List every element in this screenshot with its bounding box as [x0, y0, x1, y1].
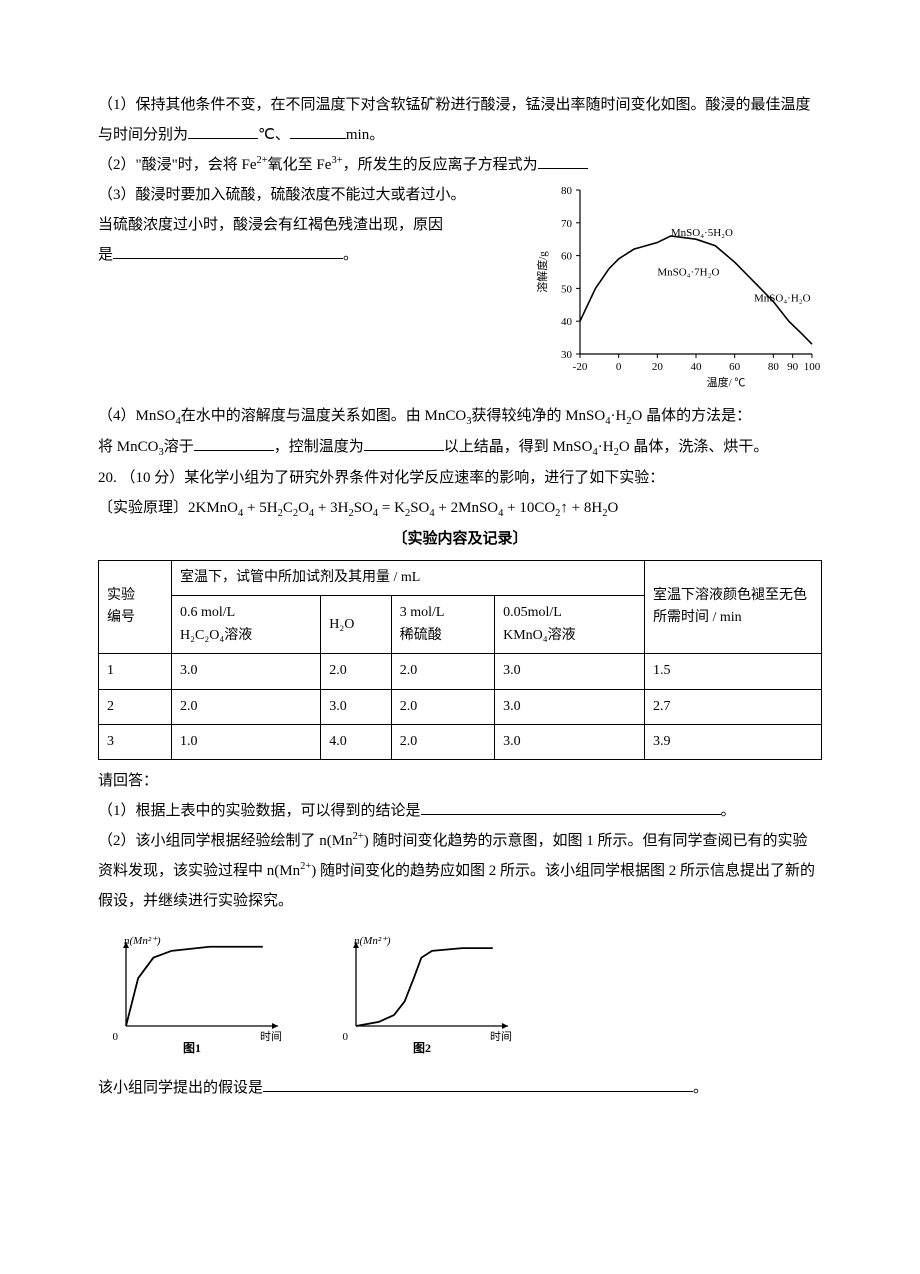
- mini-chart-1: 0 n(Mn²⁺) 时间图1: [98, 934, 288, 1065]
- q2-sup1: 2+: [257, 155, 268, 166]
- final-line: 该小组同学提出的假设是。: [98, 1073, 822, 1103]
- q3-p1: （3）酸浸时要加入硫酸，硫酸浓度不能过大或者过小。: [98, 180, 524, 210]
- svg-text:30: 30: [561, 349, 573, 361]
- th-col1: 0.6 mol/LH₂C₂O₄溶液: [172, 596, 321, 654]
- table-row: 2 2.0 3.0 2.0 3.0 2.7: [99, 689, 822, 724]
- experiment-table: 实验 编号 室温下，试管中所加试剂及其用量 / mL 室温下溶液颜色褪至无色所需…: [98, 560, 822, 760]
- q3-block: （3）酸浸时要加入硫酸，硫酸浓度不能过大或者过小。 当硫酸浓度过小时，酸浸会有红…: [98, 180, 524, 270]
- svg-text:40: 40: [691, 361, 703, 373]
- q2-c: ，所发生的反应离子方程式为: [343, 157, 538, 173]
- q2-b: 氧化至 Fe: [268, 157, 332, 173]
- solubility-chart: 30 40 50 60 70 80 -20 0 20 40 60 80 90 100 MnSO₄·5H₂O M…: [532, 180, 822, 401]
- mini-chart-2: 0 n(Mn²⁺) 时间图2: [328, 934, 518, 1065]
- q2-a: （2）"酸浸"时，会将 Fe: [98, 157, 257, 173]
- svg-text:n(Mn²⁺): n(Mn²⁺): [124, 935, 161, 947]
- q3-blank[interactable]: [113, 242, 343, 260]
- svg-text:40: 40: [561, 316, 573, 328]
- q1-blank-2[interactable]: [290, 122, 346, 140]
- svg-text:时间: 时间: [490, 1030, 512, 1043]
- q20-head: 20. （10 分）某化学小组为了研究外界条件对化学反应速率的影响，进行了如下实…: [98, 463, 822, 493]
- q3-p2: 当硫酸浓度过小时，酸浸会有红褐色残渣出现，原因: [98, 210, 524, 240]
- svg-text:90: 90: [787, 361, 799, 373]
- q2-sup2: 3+: [331, 155, 342, 166]
- answer-head: 请回答：: [98, 766, 822, 796]
- q1-line: （1）保持其他条件不变，在不同温度下对含软锰矿粉进行酸浸，锰浸出率随时间变化如图…: [98, 90, 822, 150]
- svg-text:温度/ ℃: 温度/ ℃: [707, 375, 746, 389]
- svg-text:溶解度/g: 溶解度/g: [535, 251, 549, 293]
- th-time: 室温下溶液颜色褪至无色所需时间 / min: [645, 561, 822, 654]
- th-col3: 3 mol/L稀硫酸: [391, 596, 494, 654]
- q4-p1: （4）MnSO4在水中的溶解度与温度关系如图。由 MnCO3获得较纯净的 MnS…: [98, 401, 822, 432]
- q20-principle: 〔实验原理〕2KMnO4 + 5H2C2O4 + 3H2SO4 = K2SO4 …: [98, 493, 822, 524]
- q4-p2: 将 MnCO3溶于，控制温度为以上结晶，得到 MnSO4·H2O 晶体，洗涤、烘…: [98, 432, 822, 463]
- th-col4: 0.05mol/LKMnO₄溶液: [495, 596, 645, 654]
- svg-text:60: 60: [561, 251, 573, 263]
- q2-line: （2）"酸浸"时，会将 Fe2+氧化至 Fe3+，所发生的反应离子方程式为: [98, 150, 822, 180]
- svg-text:图1: 图1: [183, 1041, 201, 1054]
- svg-text:-20: -20: [573, 361, 588, 373]
- svg-text:70: 70: [561, 218, 573, 230]
- experiment-section-title: 〔实验内容及记录〕: [98, 524, 822, 554]
- q3-and-chart-row: （3）酸浸时要加入硫酸，硫酸浓度不能过大或者过小。 当硫酸浓度过小时，酸浸会有红…: [98, 180, 822, 401]
- svg-text:50: 50: [561, 283, 573, 295]
- th-group: 室温下，试管中所加试剂及其用量 / mL: [172, 561, 645, 596]
- q1-blank-1[interactable]: [188, 122, 258, 140]
- q3-tail: 。: [343, 247, 358, 263]
- svg-text:图2: 图2: [413, 1041, 431, 1054]
- svg-text:80: 80: [561, 185, 573, 197]
- svg-text:0: 0: [343, 1031, 349, 1043]
- svg-text:0: 0: [113, 1031, 119, 1043]
- q1-unit2: min。: [346, 127, 384, 143]
- svg-text:20: 20: [652, 361, 664, 373]
- final-blank[interactable]: [263, 1075, 693, 1093]
- th-exp-no: 实验 编号: [99, 561, 172, 654]
- svg-text:100: 100: [804, 361, 821, 373]
- svg-text:60: 60: [729, 361, 741, 373]
- svg-text:MnSO₄·7H₂O: MnSO₄·7H₂O: [657, 266, 719, 278]
- svg-text:n(Mn²⁺): n(Mn²⁺): [354, 935, 391, 947]
- a2-line: （2）该小组同学根据经验绘制了 n(Mn2+) 随时间变化趋势的示意图，如图 1…: [98, 826, 822, 916]
- q4-blank-2[interactable]: [364, 434, 444, 452]
- table-row: 1 3.0 2.0 2.0 3.0 1.5: [99, 654, 822, 689]
- a1-line: （1）根据上表中的实验数据，可以得到的结论是。: [98, 796, 822, 826]
- svg-text:80: 80: [768, 361, 780, 373]
- q4-blank-1[interactable]: [194, 434, 274, 452]
- q1-unit1: ℃、: [258, 127, 290, 143]
- svg-text:MnSO₄·H₂O: MnSO₄·H₂O: [754, 293, 811, 305]
- q2-blank[interactable]: [538, 152, 588, 170]
- svg-text:0: 0: [616, 361, 622, 373]
- a1-blank[interactable]: [421, 798, 721, 816]
- th-col2: H₂O: [321, 596, 391, 654]
- svg-text:时间: 时间: [260, 1030, 282, 1043]
- mini-charts-row: 0 n(Mn²⁺) 时间图1 0 n(Mn²⁺) 时间图2: [98, 934, 822, 1065]
- svg-text:MnSO₄·5H₂O: MnSO₄·5H₂O: [671, 227, 733, 239]
- q3-p3-a: 是: [98, 247, 113, 263]
- table-row: 3 1.0 4.0 2.0 3.0 3.9: [99, 724, 822, 759]
- q3-p3: 是。: [98, 240, 524, 270]
